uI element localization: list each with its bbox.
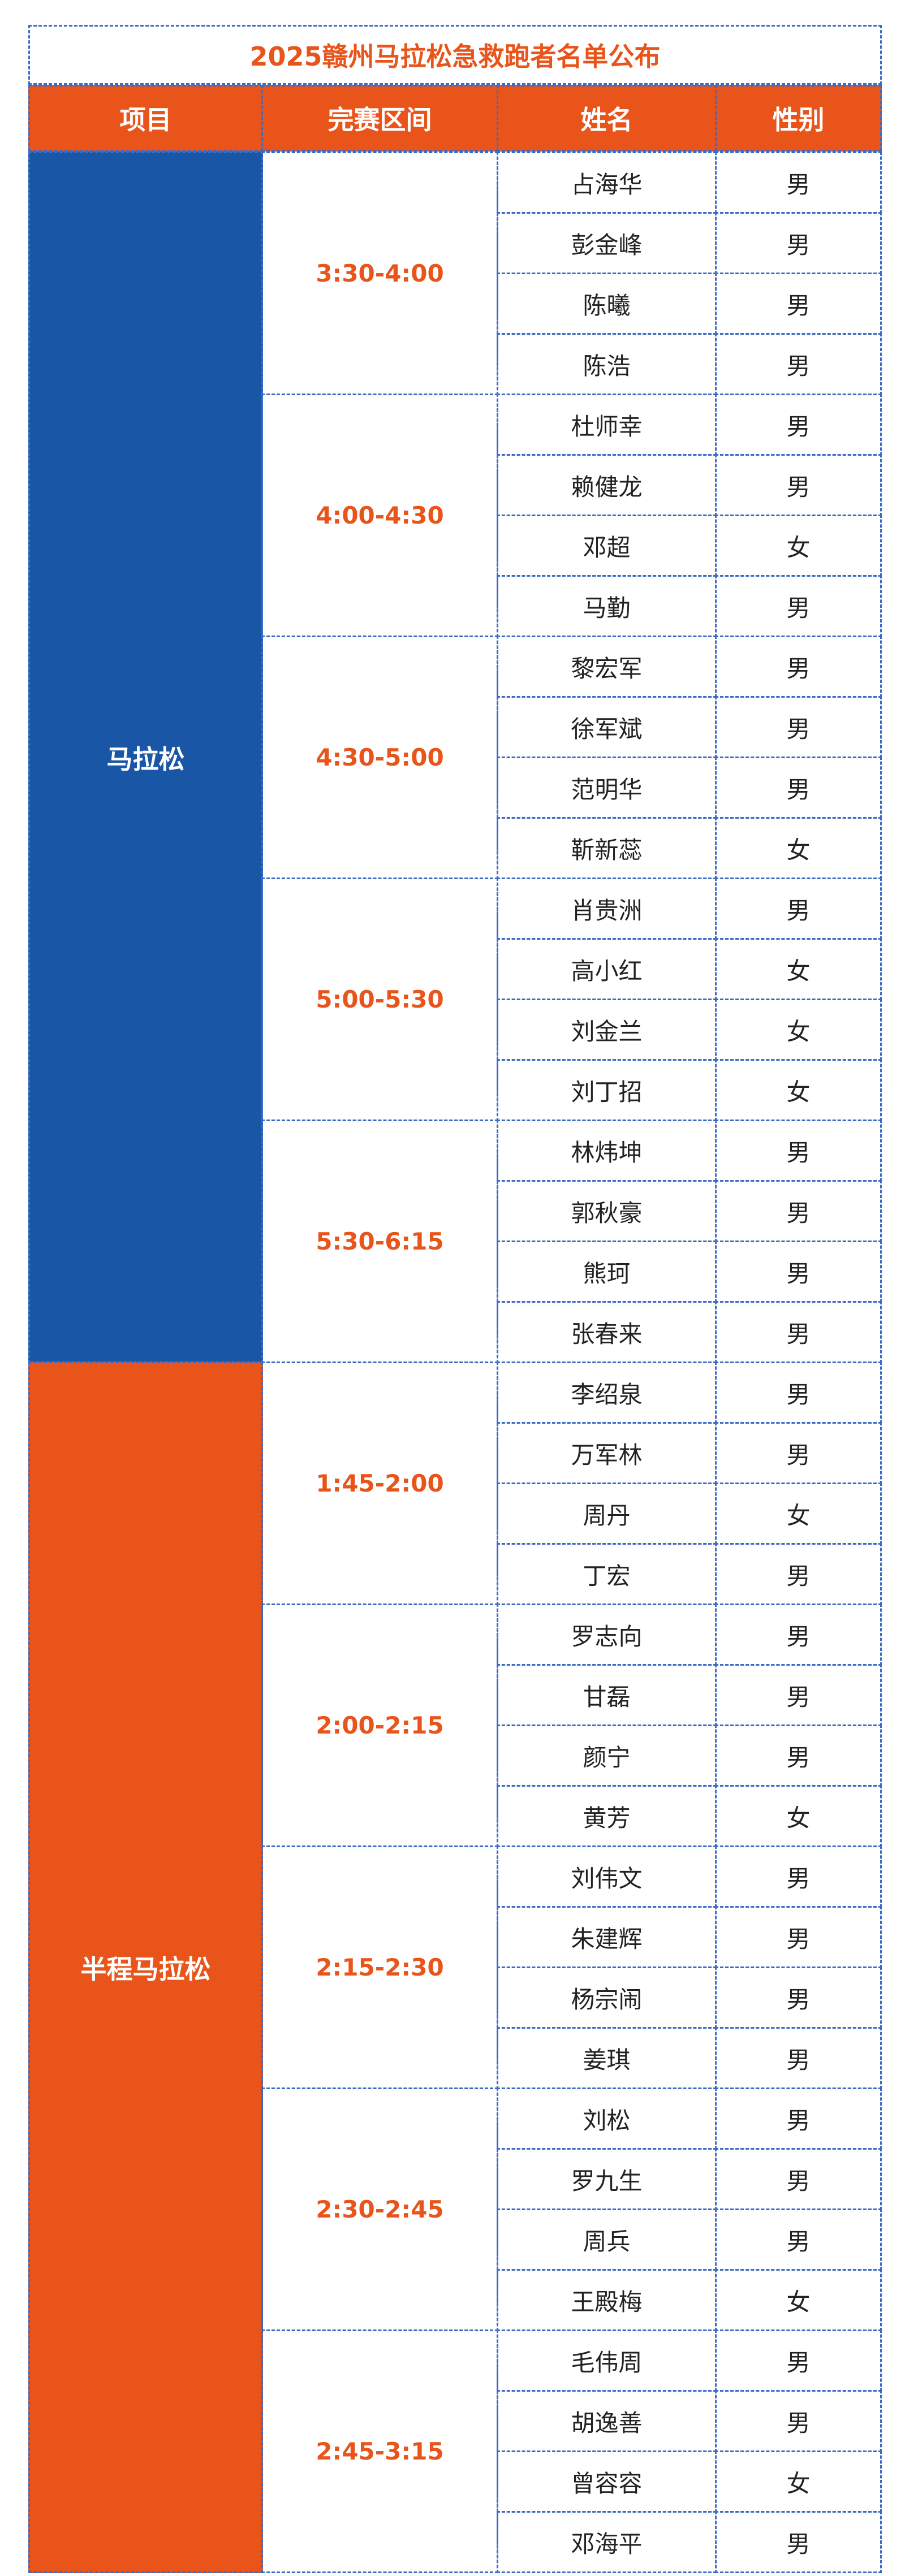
gender-cell: 男	[715, 1906, 882, 1968]
interval-cell: 4:30-5:00	[261, 636, 498, 879]
header-cell: 性别	[715, 85, 882, 152]
name-cell: 陈曦	[497, 273, 717, 335]
gender-cell: 男	[715, 1180, 882, 1242]
interval-cell: 2:15-2:30	[261, 1845, 498, 2089]
name-cell: 陈浩	[497, 333, 717, 395]
gender-cell: 男	[715, 757, 882, 819]
name-cell: 肖贵洲	[497, 878, 717, 940]
gender-cell: 男	[715, 2087, 882, 2150]
gender-cell: 男	[715, 2027, 882, 2089]
interval-cell: 2:00-2:15	[261, 1603, 498, 1847]
name-cell: 周兵	[497, 2208, 717, 2271]
gender-cell: 女	[715, 2269, 882, 2331]
gender-cell: 男	[715, 1543, 882, 1605]
header-cell: 姓名	[497, 85, 717, 152]
name-cell: 范明华	[497, 757, 717, 819]
gender-cell: 女	[715, 1785, 882, 1847]
name-cell: 甘磊	[497, 1664, 717, 1726]
gender-cell: 女	[715, 2450, 882, 2513]
name-cell: 王殿梅	[497, 2269, 717, 2331]
gender-cell: 男	[715, 696, 882, 758]
gender-cell: 男	[715, 878, 882, 940]
interval-cell: 4:00-4:30	[261, 394, 498, 637]
name-cell: 李绍泉	[497, 1362, 717, 1424]
gender-cell: 男	[715, 394, 882, 456]
gender-cell: 男	[715, 1845, 882, 1908]
interval-cell: 2:30-2:45	[261, 2087, 498, 2331]
gender-cell: 男	[715, 1664, 882, 1726]
project-cell: 半程马拉松	[28, 1362, 263, 2573]
name-cell: 占海华	[497, 152, 717, 214]
gender-cell: 男	[715, 152, 882, 214]
name-cell: 赖健龙	[497, 454, 717, 516]
name-cell: 罗志向	[497, 1603, 717, 1666]
gender-cell: 男	[715, 1120, 882, 1182]
name-cell: 杜师幸	[497, 394, 717, 456]
header-cell: 完赛区间	[261, 85, 498, 152]
gender-cell: 男	[715, 1301, 882, 1363]
interval-cell: 5:00-5:30	[261, 878, 498, 1121]
name-cell: 刘丁招	[497, 1059, 717, 1121]
interval-cell: 1:45-2:00	[261, 1362, 498, 1605]
gender-cell: 男	[715, 1241, 882, 1303]
gender-cell: 女	[715, 817, 882, 879]
name-cell: 刘金兰	[497, 999, 717, 1061]
name-cell: 熊珂	[497, 1241, 717, 1303]
name-cell: 徐军斌	[497, 696, 717, 758]
name-cell: 黄芳	[497, 1785, 717, 1847]
gender-cell: 女	[715, 999, 882, 1061]
name-cell: 邓海平	[497, 2511, 717, 2573]
gender-cell: 男	[715, 2148, 882, 2210]
header-cell: 项目	[28, 85, 263, 152]
name-cell: 张春来	[497, 1301, 717, 1363]
name-cell: 朱建辉	[497, 1906, 717, 1968]
gender-cell: 女	[715, 938, 882, 1000]
interval-cell: 5:30-6:15	[261, 1120, 498, 1363]
gender-cell: 男	[715, 333, 882, 395]
title: 2025赣州马拉松急救跑者名单公布	[28, 25, 882, 85]
name-cell: 彭金峰	[497, 212, 717, 274]
name-cell: 曾容容	[497, 2450, 717, 2513]
name-cell: 丁宏	[497, 1543, 717, 1605]
name-cell: 刘松	[497, 2087, 717, 2150]
name-cell: 高小红	[497, 938, 717, 1000]
name-cell: 刘伟文	[497, 1845, 717, 1908]
name-cell: 颜宁	[497, 1724, 717, 1787]
name-cell: 黎宏军	[497, 636, 717, 698]
gender-cell: 女	[715, 1483, 882, 1545]
gender-cell: 男	[715, 2329, 882, 2392]
gender-cell: 男	[715, 575, 882, 637]
gender-cell: 男	[715, 2511, 882, 2573]
gender-cell: 男	[715, 2208, 882, 2271]
name-cell: 胡逸善	[497, 2390, 717, 2452]
name-cell: 姜琪	[497, 2027, 717, 2089]
interval-cell: 2:45-3:15	[261, 2329, 498, 2573]
gender-cell: 女	[715, 515, 882, 577]
gender-cell: 男	[715, 2390, 882, 2452]
name-cell: 万军林	[497, 1422, 717, 1484]
name-cell: 周丹	[497, 1483, 717, 1545]
name-cell: 邓超	[497, 515, 717, 577]
gender-cell: 男	[715, 1724, 882, 1787]
gender-cell: 男	[715, 1422, 882, 1484]
gender-cell: 男	[715, 1362, 882, 1424]
gender-cell: 男	[715, 636, 882, 698]
project-cell: 马拉松	[28, 152, 263, 1363]
gender-cell: 男	[715, 1966, 882, 2029]
name-cell: 杨宗闹	[497, 1966, 717, 2029]
gender-cell: 男	[715, 1603, 882, 1666]
name-cell: 郭秋豪	[497, 1180, 717, 1242]
name-cell: 靳新蕊	[497, 817, 717, 879]
interval-cell: 3:30-4:00	[261, 152, 498, 395]
name-cell: 林炜坤	[497, 1120, 717, 1182]
gender-cell: 女	[715, 1059, 882, 1121]
gender-cell: 男	[715, 273, 882, 335]
name-cell: 罗九生	[497, 2148, 717, 2210]
gender-cell: 男	[715, 454, 882, 516]
gender-cell: 男	[715, 212, 882, 274]
name-cell: 马勤	[497, 575, 717, 637]
name-cell: 毛伟周	[497, 2329, 717, 2392]
